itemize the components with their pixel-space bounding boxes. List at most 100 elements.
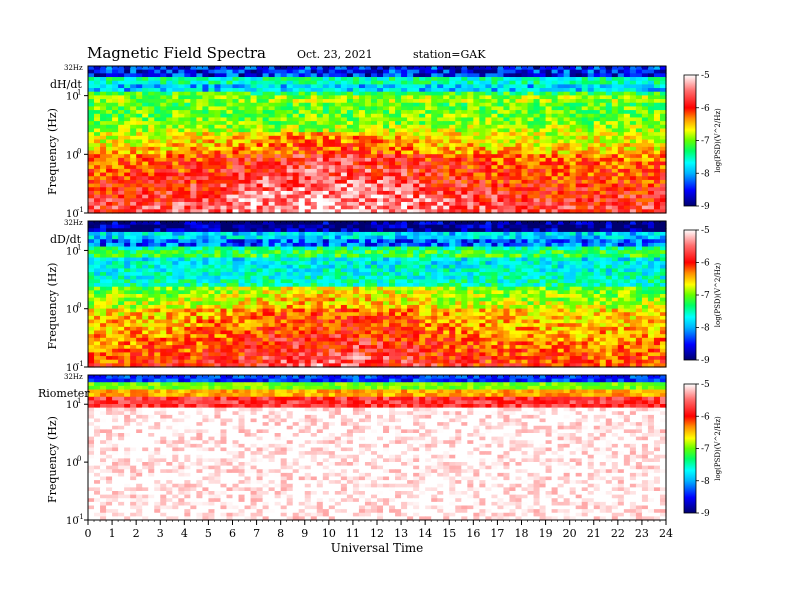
heatmap-cell <box>575 176 583 181</box>
heatmap-cell <box>497 95 505 100</box>
heatmap-cell <box>605 205 613 210</box>
heatmap-cell <box>268 198 276 203</box>
heatmap-cell <box>623 73 631 78</box>
heatmap-cell <box>425 143 432 148</box>
heatmap-cell <box>352 146 360 152</box>
heatmap-cell <box>455 187 462 192</box>
heatmap-cell <box>358 99 366 104</box>
heatmap-cell <box>503 154 511 159</box>
heatmap-cell <box>172 154 179 159</box>
heatmap-cell <box>455 176 462 181</box>
heatmap-cell <box>106 239 113 244</box>
heatmap-cell <box>629 239 637 244</box>
heatmap-cell <box>160 209 167 214</box>
heatmap-cell <box>232 113 240 119</box>
heatmap-cell <box>581 201 589 207</box>
heatmap-cell <box>130 66 137 71</box>
heatmap-cell <box>238 242 246 248</box>
heatmap-cell <box>635 165 643 170</box>
heatmap-cell <box>623 221 631 226</box>
heatmap-cell <box>262 157 270 163</box>
heatmap-cell <box>226 172 234 177</box>
heatmap-cell <box>148 124 155 130</box>
heatmap-cell <box>172 128 179 133</box>
heatmap-cell <box>413 124 420 130</box>
heatmap-cell <box>214 161 222 166</box>
heatmap-cell <box>485 117 492 122</box>
heatmap-cell <box>262 205 270 210</box>
heatmap-cell <box>509 176 517 181</box>
heatmap-cell <box>136 80 143 85</box>
heatmap-cell <box>238 135 246 141</box>
heatmap-cell <box>497 253 505 259</box>
heatmap-cell <box>112 221 119 226</box>
heatmap-cell <box>473 187 480 192</box>
heatmap-cell <box>425 157 432 163</box>
heatmap-cell <box>389 242 396 248</box>
heatmap-cell <box>449 132 456 137</box>
heatmap-cell <box>647 246 655 251</box>
heatmap-cell <box>521 99 529 104</box>
heatmap-cell <box>100 201 107 207</box>
heatmap-cell <box>142 172 149 177</box>
heatmap-cell <box>413 231 420 237</box>
heatmap-cell <box>124 205 131 210</box>
heatmap-cell <box>509 187 517 192</box>
heatmap-cell <box>178 250 185 255</box>
heatmap-cell <box>467 198 474 203</box>
heatmap-cell <box>328 84 336 89</box>
heatmap-cell <box>563 99 571 104</box>
heatmap-cell <box>166 228 173 233</box>
heatmap-cell <box>94 165 101 170</box>
heatmap-cell <box>605 221 613 226</box>
heatmap-cell <box>238 246 246 251</box>
heatmap-cell <box>286 239 294 244</box>
heatmap-cell <box>244 246 252 251</box>
heatmap-cell <box>539 179 547 185</box>
heatmap-cell <box>527 77 535 82</box>
heatmap-cell <box>370 143 378 148</box>
heatmap-cell <box>431 239 438 244</box>
heatmap-cell <box>575 80 583 85</box>
heatmap-cell <box>605 80 613 85</box>
heatmap-cell <box>334 110 342 115</box>
figure-title: Magnetic Field Spectra <box>87 44 266 62</box>
heatmap-cell <box>346 187 354 192</box>
heatmap-cell <box>593 168 601 174</box>
heatmap-cell <box>100 128 107 133</box>
heatmap-cell <box>256 242 264 248</box>
heatmap-cell <box>310 246 318 251</box>
heatmap-cell <box>280 99 288 104</box>
heatmap-cell <box>328 176 336 181</box>
heatmap-cell <box>389 117 396 122</box>
heatmap-cell <box>304 88 312 93</box>
heatmap-cell <box>118 99 125 104</box>
heatmap-cell <box>256 73 264 78</box>
heatmap-cell <box>202 253 210 259</box>
heatmap-cell <box>220 102 228 108</box>
heatmap-cell <box>286 161 294 166</box>
heatmap-cell <box>160 235 167 240</box>
heatmap-cell <box>286 69 294 74</box>
heatmap-cell <box>503 253 511 259</box>
heatmap-cell <box>659 117 667 122</box>
heatmap-cell <box>611 106 619 111</box>
heatmap-cell <box>581 194 589 199</box>
heatmap-cell <box>407 179 414 185</box>
heatmap-cell <box>226 124 234 130</box>
heatmap-cell <box>569 88 577 93</box>
heatmap-cell <box>473 257 480 262</box>
heatmap-cell <box>533 224 541 229</box>
heatmap-cell <box>593 99 601 104</box>
heatmap-cell <box>503 110 511 115</box>
heatmap-cell <box>256 253 264 259</box>
heatmap-cell <box>587 228 595 233</box>
heatmap-cell <box>545 139 553 144</box>
heatmap-cell <box>545 172 553 177</box>
heatmap-cell <box>503 73 511 78</box>
heatmap-cell <box>160 95 167 100</box>
heatmap-cell <box>605 224 613 229</box>
heatmap-cell <box>274 253 282 259</box>
heatmap-cell <box>623 157 631 163</box>
heatmap-cell <box>250 117 258 122</box>
